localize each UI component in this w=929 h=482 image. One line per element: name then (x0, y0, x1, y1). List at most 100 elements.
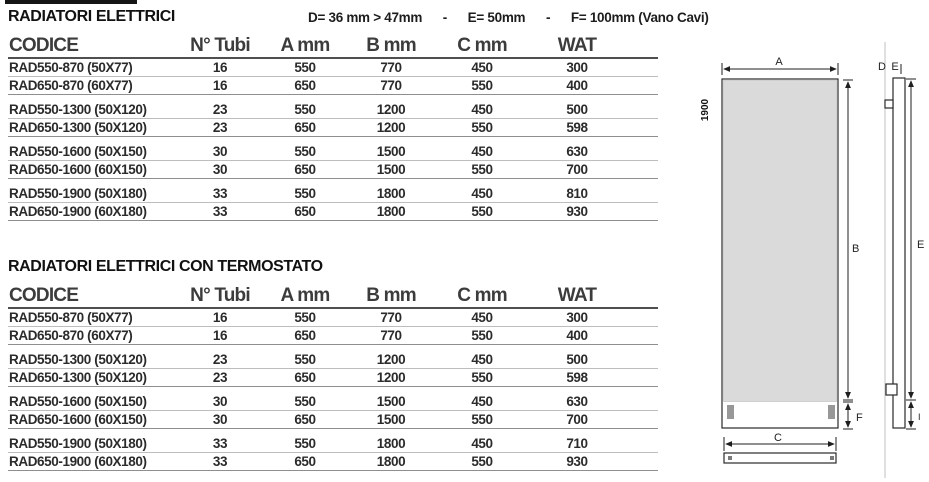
value-cell: 30 (212, 144, 228, 159)
code-cell: RAD650-870 (60X77) (9, 78, 133, 93)
value-cell: 1200 (376, 120, 406, 135)
code-cell: RAD550-1300 (50X120) (9, 352, 147, 367)
table-row: RAD650-1900 (60X180) 33 650 1800 550 930 (8, 453, 658, 471)
value-cell: 1200 (376, 370, 406, 385)
column-header: N° Tubi (190, 285, 250, 306)
value-cell: 550 (294, 436, 316, 451)
column-header: WAT (557, 35, 597, 56)
value-cell: 33 (212, 204, 228, 219)
value-cell: 1500 (376, 144, 406, 159)
value-cell: 630 (566, 394, 588, 409)
value-cell: 1800 (376, 436, 406, 451)
bottom-wall-bracket (885, 383, 898, 396)
value-cell: 700 (566, 412, 588, 427)
left-foot-bracket (727, 405, 734, 419)
value-cell: 700 (566, 162, 588, 177)
value-cell: 1800 (376, 454, 406, 469)
value-cell: 1500 (376, 412, 406, 427)
value-cell: 1800 (376, 204, 406, 219)
table-body: RAD550-870 (50X77) 16 550 770 450 300 RAD650-8… (8, 59, 658, 221)
table-row: RAD650-870 (60X77) 16 650 770 550 400 (8, 327, 658, 345)
value-cell: 550 (471, 162, 493, 177)
value-cell: 500 (566, 102, 588, 117)
value-cell: 550 (471, 454, 493, 469)
value-cell: 650 (294, 370, 316, 385)
table-row: RAD650-1600 (60X150) 30 650 1500 550 700 (8, 411, 658, 429)
overall-height-label: 1900 (700, 98, 711, 121)
dim-a-label: A (775, 56, 783, 68)
code-cell: RAD650-1600 (60X150) (9, 412, 147, 427)
value-cell: 30 (212, 162, 228, 177)
value-cell: 23 (212, 120, 228, 135)
code-cell: RAD550-870 (50X77) (9, 60, 133, 75)
value-cell: 450 (471, 394, 493, 409)
table-row: RAD650-1600 (60X150) 30 650 1500 550 700 (8, 161, 658, 179)
code-cell: RAD650-1900 (60X180) (9, 204, 147, 219)
table-title: RADIATORI ELETTRICI CON TERMOSTATO (8, 258, 323, 275)
table-row: RAD550-870 (50X77) 16 550 770 450 300 (8, 59, 658, 77)
value-cell: 400 (566, 78, 588, 93)
value-cell: 550 (471, 120, 493, 135)
value-cell: 1800 (376, 186, 406, 201)
column-header: B mm (366, 35, 416, 56)
value-cell: 650 (294, 78, 316, 93)
value-cell: 30 (212, 394, 228, 409)
code-cell: RAD550-1600 (50X150) (9, 394, 147, 409)
column-header: B mm (366, 285, 416, 306)
value-cell: 30 (212, 412, 228, 427)
bottom-mounting-bar (723, 452, 837, 464)
value-cell: 300 (566, 310, 588, 325)
value-cell: 450 (471, 102, 493, 117)
table-row: RAD550-1600 (50X150) 30 550 1500 450 630 (8, 143, 658, 161)
dim-i-label: I (918, 412, 921, 422)
top-wall-bracket (884, 99, 894, 109)
value-cell: 550 (294, 310, 316, 325)
value-cell: 450 (471, 352, 493, 367)
table-row: RAD650-870 (60X77) 16 650 770 550 400 (8, 77, 658, 95)
value-cell: 650 (294, 454, 316, 469)
value-cell: 33 (212, 454, 228, 469)
value-cell: 598 (566, 370, 588, 385)
value-cell: 550 (294, 102, 316, 117)
code-cell: RAD650-1600 (60X150) (9, 162, 147, 177)
table-row: RAD550-870 (50X77) 16 550 770 450 300 (8, 309, 658, 327)
dim-f-label: F (856, 412, 863, 424)
dim-c-label: C (774, 432, 782, 444)
value-cell: 770 (380, 78, 402, 93)
column-header: C mm (457, 285, 507, 306)
column-header: N° Tubi (190, 35, 250, 56)
value-cell: 550 (294, 144, 316, 159)
radiator-side-profile (892, 77, 906, 429)
code-cell: RAD550-1900 (50X180) (9, 436, 147, 451)
value-cell: 16 (212, 78, 228, 93)
table-row: RAD550-1600 (50X150) 30 550 1500 450 630 (8, 393, 658, 411)
value-cell: 450 (471, 144, 493, 159)
value-cell: 450 (471, 310, 493, 325)
bar-screw-left (728, 456, 732, 460)
value-cell: 550 (294, 186, 316, 201)
value-cell: 1200 (376, 352, 406, 367)
code-cell: RAD650-1300 (50X120) (9, 370, 147, 385)
code-cell: RAD550-1600 (50X150) (9, 144, 147, 159)
value-cell: 33 (212, 436, 228, 451)
value-cell: 650 (294, 328, 316, 343)
column-header: CODICE (9, 285, 79, 306)
value-cell: 450 (471, 60, 493, 75)
table-row: RAD650-1300 (50X120) 23 650 1200 550 598 (8, 369, 658, 387)
value-cell: 550 (471, 78, 493, 93)
code-cell: RAD550-1300 (50X120) (9, 102, 147, 117)
value-cell: 16 (212, 310, 228, 325)
column-header: A mm (280, 35, 331, 56)
value-cell: 650 (294, 204, 316, 219)
diagram-svg: A 1900 B F C (700, 42, 924, 478)
dim-e-top-label: E (891, 61, 898, 73)
value-cell: 770 (380, 310, 402, 325)
table-row: RAD550-1900 (50X180) 33 550 1800 450 810 (8, 185, 658, 203)
value-cell: 1200 (376, 102, 406, 117)
table-row: RAD550-1300 (50X120) 23 550 1200 450 500 (8, 101, 658, 119)
value-cell: 500 (566, 352, 588, 367)
code-cell: RAD650-1900 (60X180) (9, 454, 147, 469)
front-view: A 1900 B F C (700, 56, 863, 464)
bar-screw-right (830, 456, 834, 460)
value-cell: 300 (566, 60, 588, 75)
